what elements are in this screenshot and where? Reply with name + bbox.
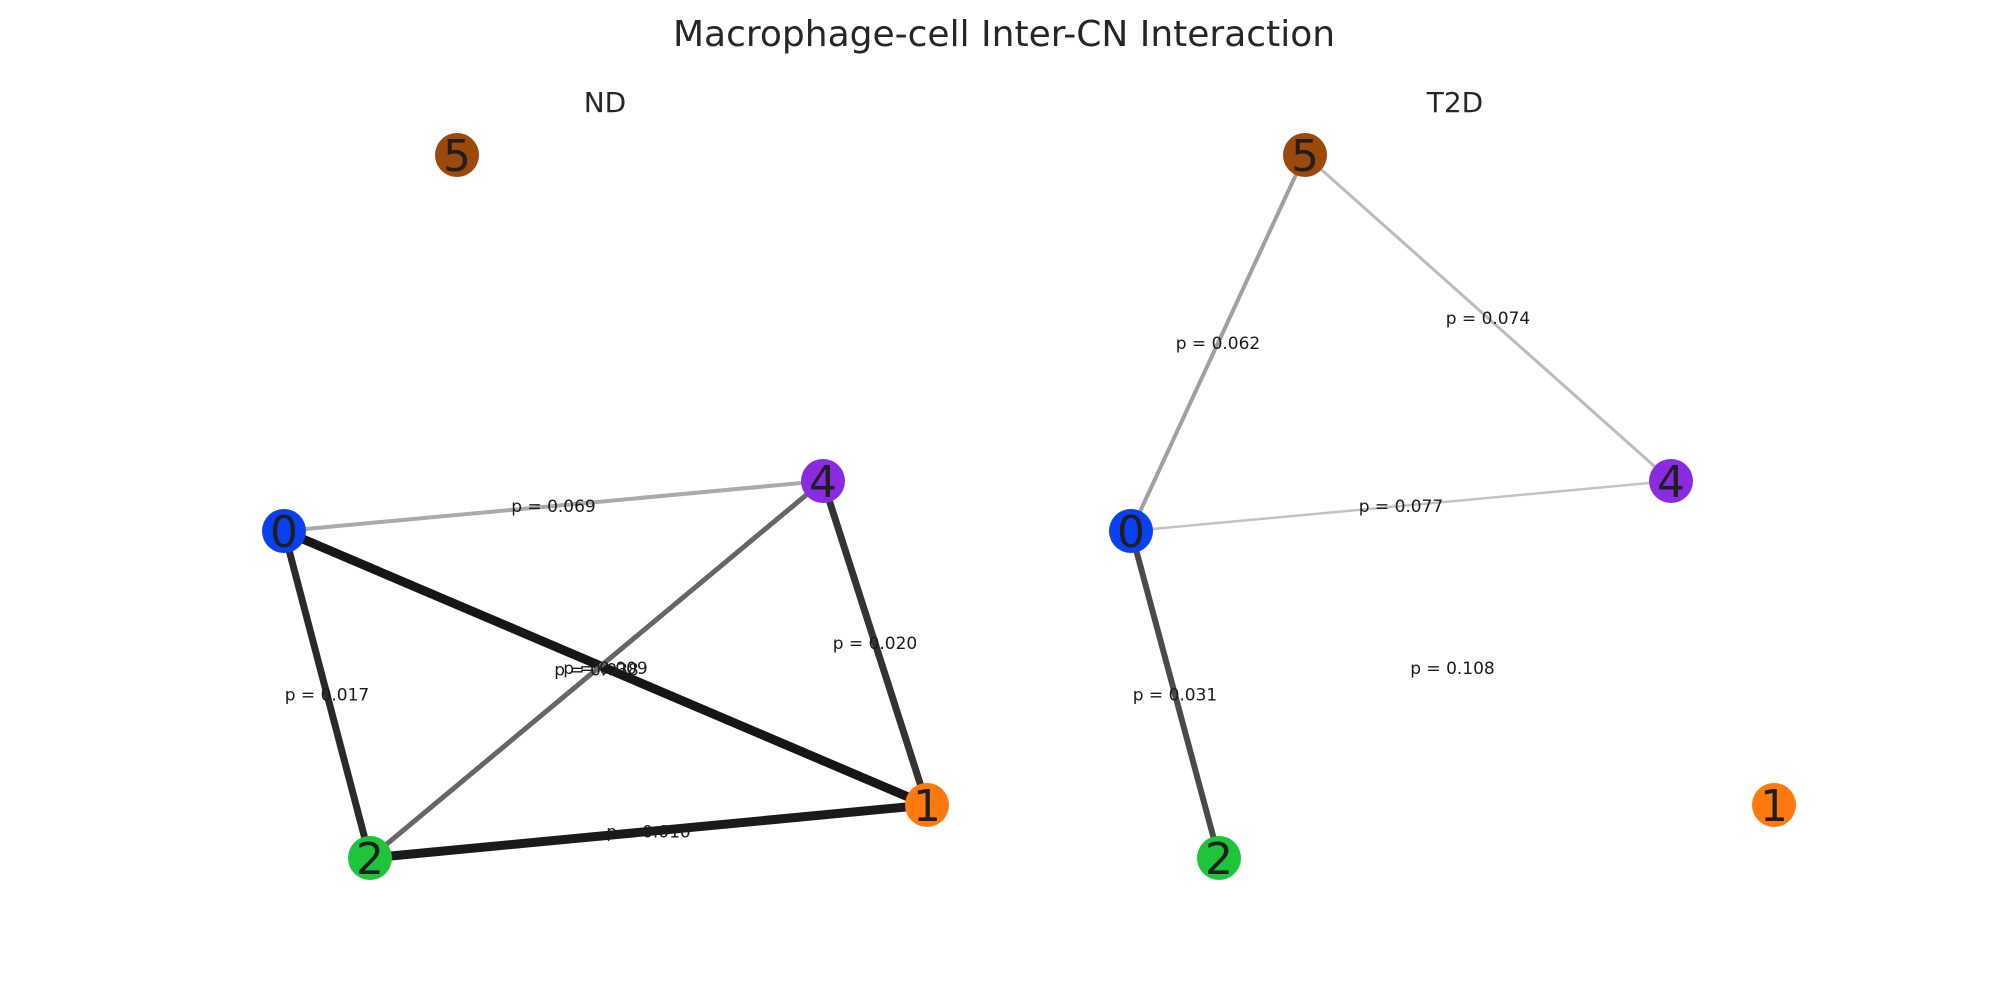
node-4: 4 <box>801 457 845 508</box>
panel-title-t2d: T2D <box>1426 86 1483 119</box>
edge-label-0-2: p = 0.031 <box>1133 686 1218 706</box>
edge-0-4 <box>283 479 824 533</box>
figure-title: Macrophage-cell Inter-CN Interaction <box>673 14 1335 55</box>
edge-labels-nd: p = 0.069 p = 0.009 p = 0.017 p = 0.038 p = … <box>285 497 918 843</box>
edge-0-2 <box>1128 530 1222 859</box>
edge-label-0-2: p = 0.017 <box>285 686 370 706</box>
node-2: 2 <box>348 834 392 885</box>
edge-label-0-4: p = 0.077 <box>1359 497 1444 517</box>
node-circle-0 <box>262 509 306 553</box>
node-circle-0 <box>1109 509 1153 553</box>
node-label-4: 4 <box>809 457 837 508</box>
edge-0-2 <box>280 530 374 859</box>
node-4: 4 <box>1649 457 1693 508</box>
node-label-0: 0 <box>270 507 298 558</box>
edges-nd <box>280 479 931 863</box>
nodes-nd: 0 1 2 4 5 <box>262 131 949 885</box>
edge-2-1 <box>369 800 928 863</box>
node-0: 0 <box>1109 507 1153 558</box>
edge-0-1 <box>282 526 929 810</box>
node-1: 1 <box>1752 781 1796 832</box>
edge-0-4 <box>1130 479 1672 533</box>
node-circle-1 <box>1752 783 1796 827</box>
edge-label-0-1: p = 0.108 <box>1410 659 1495 679</box>
edge-label-4-1: p = 0.020 <box>833 634 918 654</box>
edge-labels-t2d: p = 0.062 p = 0.074 p = 0.077 p = 0.031 p = … <box>1133 309 1531 706</box>
panel-t2d: T2D p = 0.062 p = 0.074 p = 0.077 p = 0.031… <box>1109 86 1796 885</box>
node-circle-4 <box>1649 459 1693 503</box>
edge-label-5-4: p = 0.074 <box>1446 309 1531 329</box>
edge-5-4 <box>1304 153 1672 483</box>
node-label-5: 5 <box>1291 131 1319 182</box>
node-0: 0 <box>262 507 306 558</box>
node-2: 2 <box>1197 834 1241 885</box>
node-label-0: 0 <box>1117 507 1145 558</box>
node-label-2: 2 <box>356 834 384 885</box>
edge-label-0-4: p = 0.069 <box>511 497 596 517</box>
edges-t2d <box>1128 153 1672 859</box>
nodes-t2d: 0 1 2 4 5 <box>1109 131 1796 885</box>
node-5: 5 <box>1283 131 1327 182</box>
node-5: 5 <box>435 131 479 182</box>
edge-0-5 <box>1129 154 1307 532</box>
node-label-2: 2 <box>1205 834 1233 885</box>
node-circle-4 <box>801 459 845 503</box>
node-1: 1 <box>905 781 949 832</box>
edge-4-2 <box>368 479 825 860</box>
node-circle-1 <box>905 783 949 827</box>
node-circle-2 <box>348 836 392 880</box>
edge-label-0-5: p = 0.062 <box>1176 334 1261 354</box>
edge-label-4-2: p = 0.038 <box>554 661 639 681</box>
edge-4-1 <box>819 479 931 807</box>
edge-label-0-1: p = 0.009 <box>563 659 648 679</box>
node-label-5: 5 <box>443 131 471 182</box>
node-label-4: 4 <box>1657 457 1685 508</box>
node-label-1: 1 <box>913 781 941 832</box>
panel-title-nd: ND <box>584 86 627 119</box>
node-circle-2 <box>1197 836 1241 880</box>
node-label-1: 1 <box>1760 781 1788 832</box>
node-circle-5 <box>435 133 479 177</box>
node-circle-5 <box>1283 133 1327 177</box>
edge-label-2-1: p = 0.010 <box>606 823 691 843</box>
